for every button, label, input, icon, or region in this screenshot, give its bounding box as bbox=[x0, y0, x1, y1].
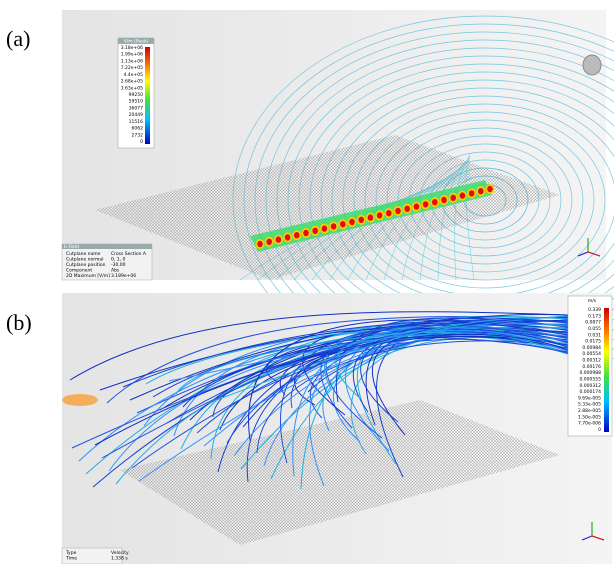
colorbar-label: 36077 bbox=[129, 105, 143, 111]
info-value: Velocity bbox=[111, 550, 129, 556]
hot-spot bbox=[368, 214, 374, 220]
hot-spot bbox=[404, 206, 410, 212]
colorbar-label: 0.000174 bbox=[580, 389, 602, 395]
colorbar-label: 7.70e-006 bbox=[578, 421, 601, 427]
colorbar-label: 0.031 bbox=[588, 332, 601, 338]
hot-spot bbox=[340, 221, 346, 227]
panel-label: (b) bbox=[6, 310, 32, 335]
colorbar-label: 6062 bbox=[132, 126, 144, 132]
hot-spot bbox=[312, 228, 318, 234]
colorbar-label: 0.055 bbox=[588, 326, 601, 332]
colorbar-label: 0.00554 bbox=[582, 351, 601, 357]
hot-spot bbox=[303, 230, 309, 236]
info-value: Abs bbox=[111, 268, 120, 274]
info-key: Type bbox=[65, 550, 77, 556]
hot-spot bbox=[423, 201, 429, 207]
info-key: 2D Maximum [V/m] bbox=[66, 273, 110, 279]
hot-spot bbox=[478, 188, 484, 194]
object bbox=[583, 55, 601, 75]
colorbar-label: 1.50e-005 bbox=[578, 414, 601, 420]
hot-spot bbox=[285, 234, 291, 240]
hot-spot bbox=[441, 197, 447, 203]
info-value: Cross Section A bbox=[111, 251, 147, 257]
hot-spot bbox=[460, 192, 466, 198]
colorbar-label: 0.173 bbox=[588, 313, 601, 319]
hot-spot bbox=[358, 217, 364, 223]
panel-label: (a) bbox=[6, 26, 30, 51]
colorbar-label: 9.69e-005 bbox=[578, 395, 601, 401]
colorbar-label: 1.13e+06 bbox=[121, 58, 143, 64]
hot-spot bbox=[395, 208, 401, 214]
hot-spot bbox=[377, 212, 383, 218]
hot-spot bbox=[414, 203, 420, 209]
colorbar-label: 5.33e-005 bbox=[578, 402, 601, 408]
info-key: Cutplane position bbox=[66, 262, 106, 268]
colorbar-label: 2732 bbox=[132, 132, 144, 138]
hot-spot bbox=[450, 195, 456, 201]
hot-spot bbox=[487, 186, 493, 192]
colorbar-label: 0.0175 bbox=[585, 339, 601, 345]
colorbar-title: m/s bbox=[588, 298, 597, 304]
info-key: Cutplane normal bbox=[66, 257, 103, 263]
colorbar-label: 0.000555 bbox=[580, 376, 602, 382]
colorbar-label: 7.22e+05 bbox=[121, 65, 143, 71]
colorbar-label: 0.000312 bbox=[580, 383, 602, 389]
colorbar-label: 0 bbox=[598, 427, 601, 433]
colorbar-label: 2.88e-005 bbox=[578, 408, 601, 414]
colorbar-label: 0.0877 bbox=[585, 320, 601, 326]
colorbar-label: 20449 bbox=[129, 112, 143, 118]
colorbar bbox=[604, 308, 609, 432]
colorbar-label: 0 bbox=[140, 139, 143, 145]
hot-spot bbox=[331, 223, 337, 229]
colorbar-label: 0.339 bbox=[588, 307, 601, 313]
colorbar-label: 59510 bbox=[129, 99, 143, 105]
colorbar-label: 0.00984 bbox=[582, 345, 601, 351]
colorbar-label: 2.68e+05 bbox=[121, 79, 143, 85]
colorbar-label: 1.99e+06 bbox=[121, 52, 143, 58]
hot-spot bbox=[322, 225, 328, 231]
hot-spot bbox=[257, 241, 263, 247]
hot-spot bbox=[349, 219, 355, 225]
info-value: -30.00 bbox=[111, 262, 126, 268]
figure: (a) (b) V/m (Peak) 3.18e+061.99e+061.13e… bbox=[0, 0, 614, 564]
colorbar-label: 99250 bbox=[129, 92, 143, 98]
info-key: Component bbox=[66, 268, 92, 274]
info-key: Time bbox=[65, 556, 77, 562]
hot-spot bbox=[294, 232, 300, 238]
hot-spot bbox=[386, 210, 392, 216]
hot-spot bbox=[276, 236, 282, 242]
colorbar-label: 0.00176 bbox=[582, 364, 601, 370]
colorbar bbox=[145, 47, 150, 144]
info-value: 0, 1, 0 bbox=[111, 257, 125, 263]
colorbar-label: 11516 bbox=[129, 119, 143, 125]
colorbar-label: 4.4e+05 bbox=[124, 72, 144, 78]
hot-spot bbox=[266, 239, 272, 245]
colorbar-label: 0.00312 bbox=[582, 358, 601, 364]
panel-b: m/s 0.3390.1730.08770.0550.0310.01750.00… bbox=[62, 293, 612, 564]
colorbar-label: 1.63e+05 bbox=[121, 85, 143, 91]
info-value: 1.338 s bbox=[111, 556, 128, 562]
hot-spot bbox=[469, 190, 475, 196]
info-value: 3.189e+06 bbox=[111, 273, 136, 279]
colorbar-title: V/m (Peak) bbox=[124, 39, 149, 45]
info-title: E-Field bbox=[64, 244, 79, 250]
colorbar-label: 0.000988 bbox=[580, 370, 602, 376]
info-key: Cutplane name bbox=[66, 251, 101, 257]
colorbar-label: 3.18e+06 bbox=[121, 45, 143, 51]
source bbox=[62, 394, 98, 406]
hot-spot bbox=[432, 199, 438, 205]
